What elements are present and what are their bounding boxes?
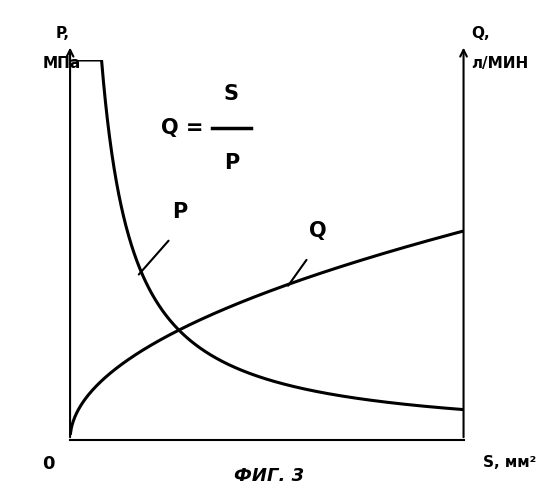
Text: л/МИН: л/МИН (472, 56, 529, 72)
Text: Q: Q (309, 221, 327, 241)
Text: S: S (224, 84, 239, 104)
Text: P: P (224, 152, 239, 172)
Text: Q =: Q = (161, 118, 204, 139)
Text: МПа: МПа (43, 56, 81, 72)
Text: ФИГ. 3: ФИГ. 3 (234, 467, 305, 485)
Text: P,: P, (55, 26, 69, 41)
Text: Q,: Q, (472, 26, 490, 41)
Text: P: P (172, 202, 188, 222)
Text: 0: 0 (42, 455, 54, 473)
Text: S, мм²: S, мм² (483, 455, 536, 470)
